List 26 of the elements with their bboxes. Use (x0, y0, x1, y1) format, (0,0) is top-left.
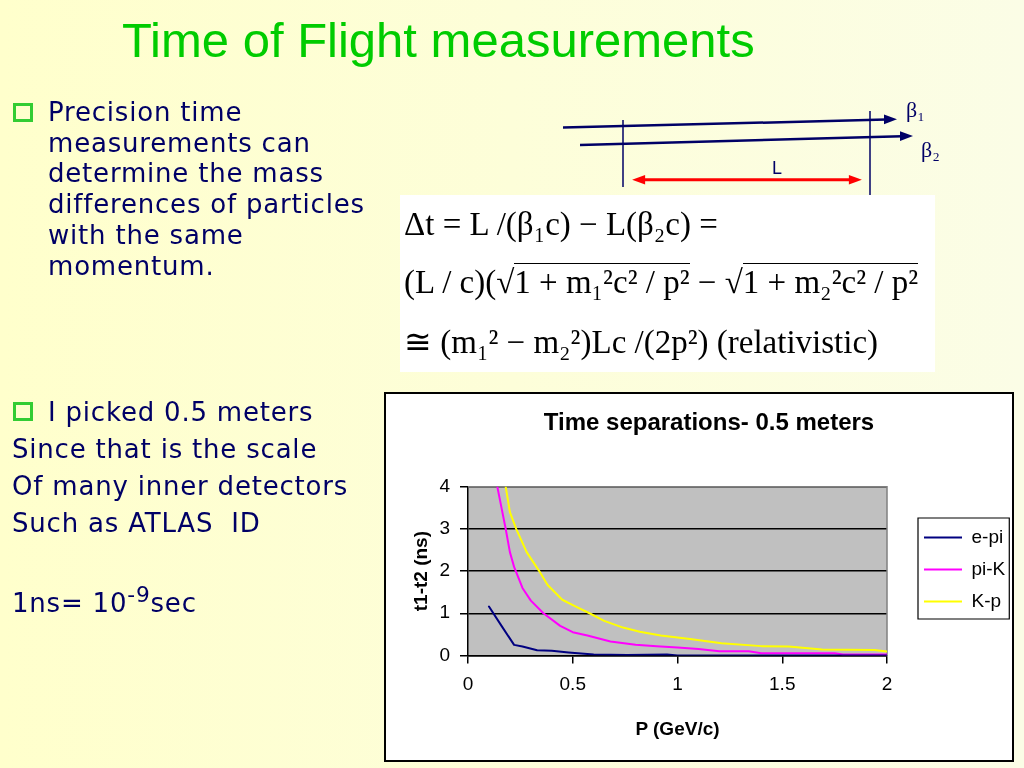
chart-subtitle: Time separations- 0.5 meters (543, 408, 875, 436)
x-tick-label: 1 (672, 673, 683, 695)
text: β₁ (906, 97, 925, 122)
x-tick-label: 1.5 (769, 673, 796, 695)
x-tick-label: 0 (462, 673, 474, 695)
x-axis-title: P (GeV/c) (635, 717, 720, 739)
y-axis-title: t1-t2 (ns) (409, 530, 431, 612)
text: I picked 0.5 meters Since that is the scale Of many inner detectors Such as ATLAS ID (12, 396, 349, 540)
text: Precision time measurements can determine the mass differences of particles with the same momentum. (48, 97, 365, 282)
chart-title: Time of Flight measurements (122, 13, 755, 67)
x-tick-label: 0.5 (559, 673, 586, 695)
y-tick-label: 3 (439, 517, 450, 539)
text: β₂ (921, 137, 940, 162)
text: Δt = L /(β₁c) − L(β₂c) = (404, 204, 718, 244)
legend-label: pi-K (971, 557, 1006, 579)
legend-label: e-pi (971, 525, 1004, 547)
legend-label: K-p (971, 589, 1002, 611)
text: 1ns= 10$^{-9}$sec (12, 581, 197, 620)
text: L (772, 158, 783, 178)
text: ≅ (m₁² − m₂²)Lc /(2p²) (relativistic) (404, 323, 879, 363)
x-tick-label: 2 (881, 673, 893, 695)
y-tick-label: 1 (439, 601, 450, 623)
y-tick-label: 0 (439, 643, 450, 665)
y-tick-label: 4 (439, 475, 451, 497)
y-tick-label: 2 (439, 559, 450, 581)
text: (L / c)(√1 + m₁²c² / p² − √1 + m₂²c² / p² (404, 262, 919, 302)
